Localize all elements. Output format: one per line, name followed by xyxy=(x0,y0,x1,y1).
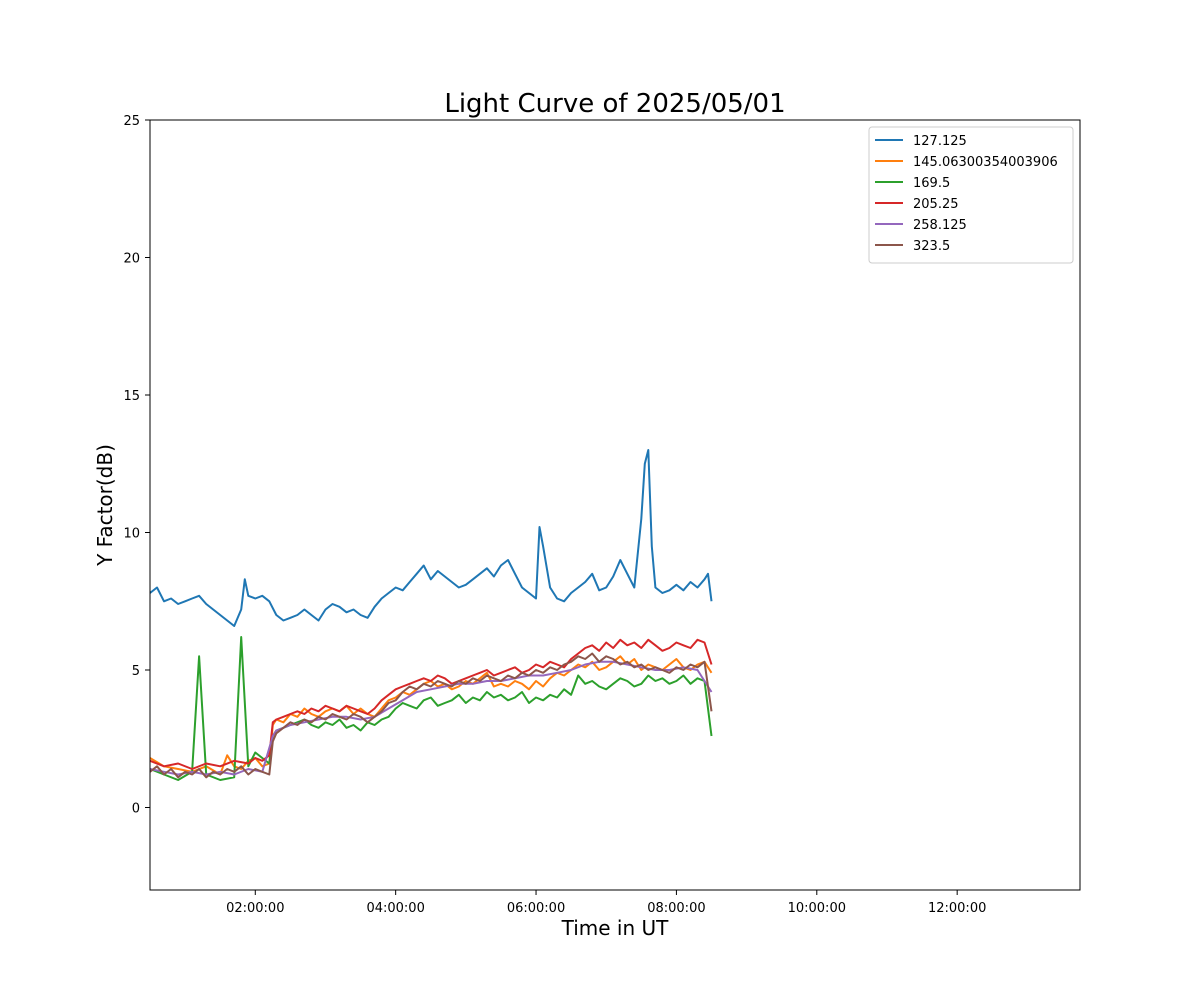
series-line-0 xyxy=(149,449,713,627)
legend-box xyxy=(868,126,1074,264)
chart-title: Light Curve of 2025/05/01 xyxy=(444,89,785,119)
series-line-3 xyxy=(149,638,713,770)
x-tick-label-3: 08:00:00 xyxy=(647,901,705,916)
y-tick-label-2: 10 xyxy=(123,527,140,542)
legend: 127.125 145.06300354003906 169.5 205.25 258.… xyxy=(868,126,1074,264)
y-axis-label: Y Factor(dB) xyxy=(93,444,117,567)
x-tick-label-4: 10:00:00 xyxy=(788,901,846,916)
y-tick-label-3: 15 xyxy=(123,389,140,404)
y-tick-label-4: 20 xyxy=(123,252,140,267)
plot-area-frame xyxy=(149,119,1081,891)
x-tick-label-0: 02:00:00 xyxy=(226,901,284,916)
series-layer xyxy=(149,449,713,781)
y-tick-label-5: 25 xyxy=(123,114,140,129)
series-line-5 xyxy=(149,652,713,779)
legend-label-5: 323.5 xyxy=(913,239,950,254)
legend-label-2: 169.5 xyxy=(913,176,950,191)
y-axis: 0 5 10 15 20 25 xyxy=(123,114,150,817)
legend-label-0: 127.125 xyxy=(913,134,967,149)
x-tick-label-1: 04:00:00 xyxy=(366,901,424,916)
legend-label-3: 205.25 xyxy=(913,197,959,212)
x-tick-label-2: 06:00:00 xyxy=(507,901,565,916)
legend-label-4: 258.125 xyxy=(913,218,967,233)
y-tick-label-1: 5 xyxy=(132,664,140,679)
x-axis: 02:00:00 04:00:00 06:00:00 08:00:00 10:00:00… xyxy=(226,890,986,916)
y-tick-label-0: 0 xyxy=(132,802,140,817)
series-line-4 xyxy=(149,660,713,776)
x-tick-label-5: 12:00:00 xyxy=(928,901,986,916)
legend-label-1: 145.06300354003906 xyxy=(913,155,1058,170)
x-axis-label: Time in UT xyxy=(561,916,670,940)
